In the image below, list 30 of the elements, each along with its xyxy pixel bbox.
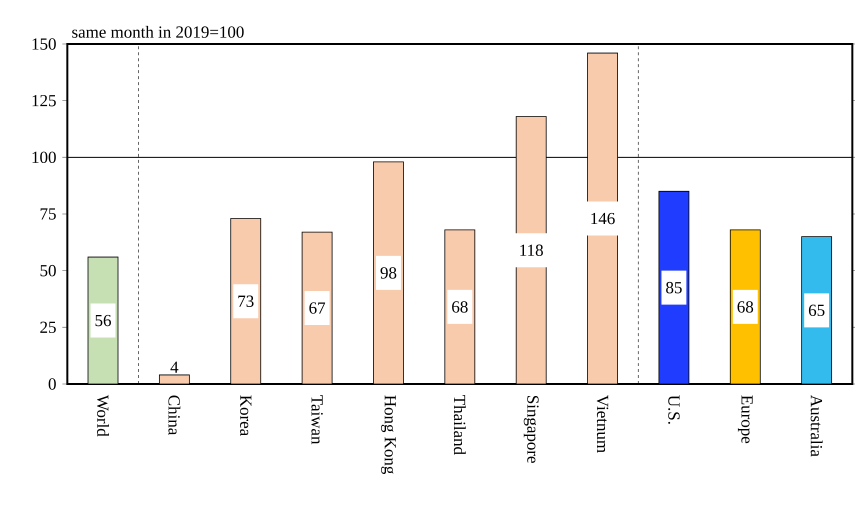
data-label: 98: [380, 267, 396, 279]
y-axis-title: same month in 2019=100: [72, 26, 244, 38]
y-tick-label: 0: [48, 378, 56, 390]
data-label: 65: [808, 304, 824, 316]
data-label: 67: [309, 302, 326, 314]
data-label: 146: [591, 212, 615, 224]
x-tick-label: Taiwan: [311, 395, 323, 444]
x-tick-label: Singapore: [524, 396, 539, 463]
x-tick-label: U.S.: [668, 395, 680, 424]
y-tick-label: 125: [32, 94, 56, 106]
y-tick-label: 75: [40, 208, 56, 220]
data-label: 4: [170, 362, 178, 373]
x-tick-label: Korea: [240, 395, 252, 436]
x-tick-label: World: [97, 394, 110, 437]
y-tick-label: 100: [32, 152, 56, 164]
x-tick-label: Europe: [738, 395, 753, 444]
data-label: 85: [666, 282, 682, 294]
data-label: 118: [520, 244, 543, 256]
x-tick-label: Thailand: [454, 395, 466, 455]
y-tick-label: 150: [32, 38, 56, 50]
x-tick-label: China: [168, 396, 180, 436]
x-tick-label: Vietnum: [596, 395, 608, 453]
data-label: 56: [96, 314, 111, 326]
data-label: 68: [452, 301, 468, 313]
x-tick-label: Australia: [810, 395, 823, 457]
x-tick-label: Hong Kong: [381, 395, 396, 474]
data-label: 73: [238, 296, 254, 307]
y-tick-label: 25: [40, 322, 56, 334]
data-label: 68: [738, 301, 754, 313]
y-tick-label: 50: [40, 264, 56, 276]
